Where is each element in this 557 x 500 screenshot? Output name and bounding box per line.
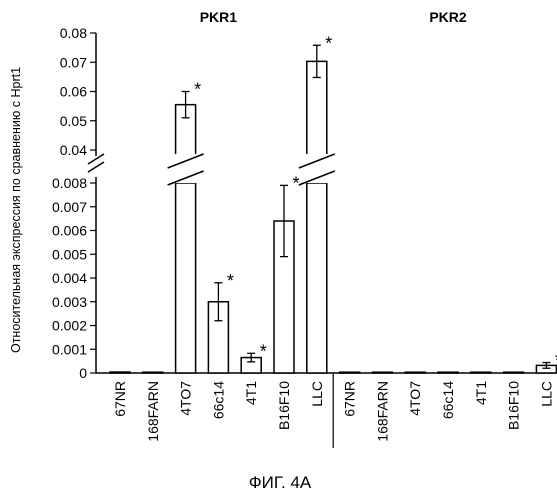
y-tick-label: 0.002 [52,318,87,334]
bar [143,372,163,373]
x-tick-label: 4TO7 [407,381,423,416]
y-tick-label: 0.08 [60,25,87,41]
y-tick-label: 0.004 [52,270,87,286]
y-tick-label: 0.003 [52,294,87,310]
group-title: PKR2 [429,9,467,25]
bar [340,372,360,373]
x-tick-label: 4TO7 [178,381,194,416]
bars [110,45,556,373]
x-tick-label: 67NR [112,381,128,417]
bar [504,372,524,373]
y-tick-label: 0.07 [60,54,87,70]
y-tick-label: 0.008 [52,175,87,191]
x-tick-label: 168FARN [145,381,161,442]
axis-break-mark [88,162,104,172]
bar [438,372,458,373]
x-tick-label: B16F10 [276,381,292,430]
y-tick-label: 0.005 [52,246,87,262]
significance-marker: * [325,33,332,53]
x-tick-label: 66c14 [440,381,456,419]
y-tick-label: 0.006 [52,223,87,239]
x-tick-label: 4T1 [473,381,489,405]
y-tick-label: 0.06 [60,84,87,100]
y-tick-label: 0 [79,365,87,381]
significance-marker: * [227,271,234,291]
x-tick-label: B16F10 [506,381,522,430]
y-axis-label: Относительная экспрессия по сравнению с … [9,67,23,353]
x-tick-label: 168FARN [374,381,390,442]
y-tick-label: 0.05 [60,113,87,129]
x-tick-label: 4T1 [243,381,259,405]
labels: 0 0.001 0.002 0.003 0.004 0.005 0.006 0.007 0.00… [52,9,557,442]
y-tick-label: 0.001 [52,341,87,357]
bar [372,372,392,373]
x-tick-label: LLC [538,381,554,407]
group-title: PKR1 [200,9,238,25]
bar [110,372,130,373]
bar [307,183,327,373]
significance-marker: * [260,341,267,361]
significance-marker: * [292,173,299,193]
bar [405,372,425,373]
y-tick-label: 0.04 [60,142,87,158]
bar [176,183,196,373]
figure-caption: ФИГ. 4А [249,473,312,492]
significance-marker: * [194,80,201,100]
x-tick-label: 67NR [342,381,358,417]
bar [471,372,491,373]
x-tick-label: LLC [309,381,325,407]
y-tick-label: 0.007 [52,199,87,215]
x-tick-label: 66c14 [210,381,226,419]
